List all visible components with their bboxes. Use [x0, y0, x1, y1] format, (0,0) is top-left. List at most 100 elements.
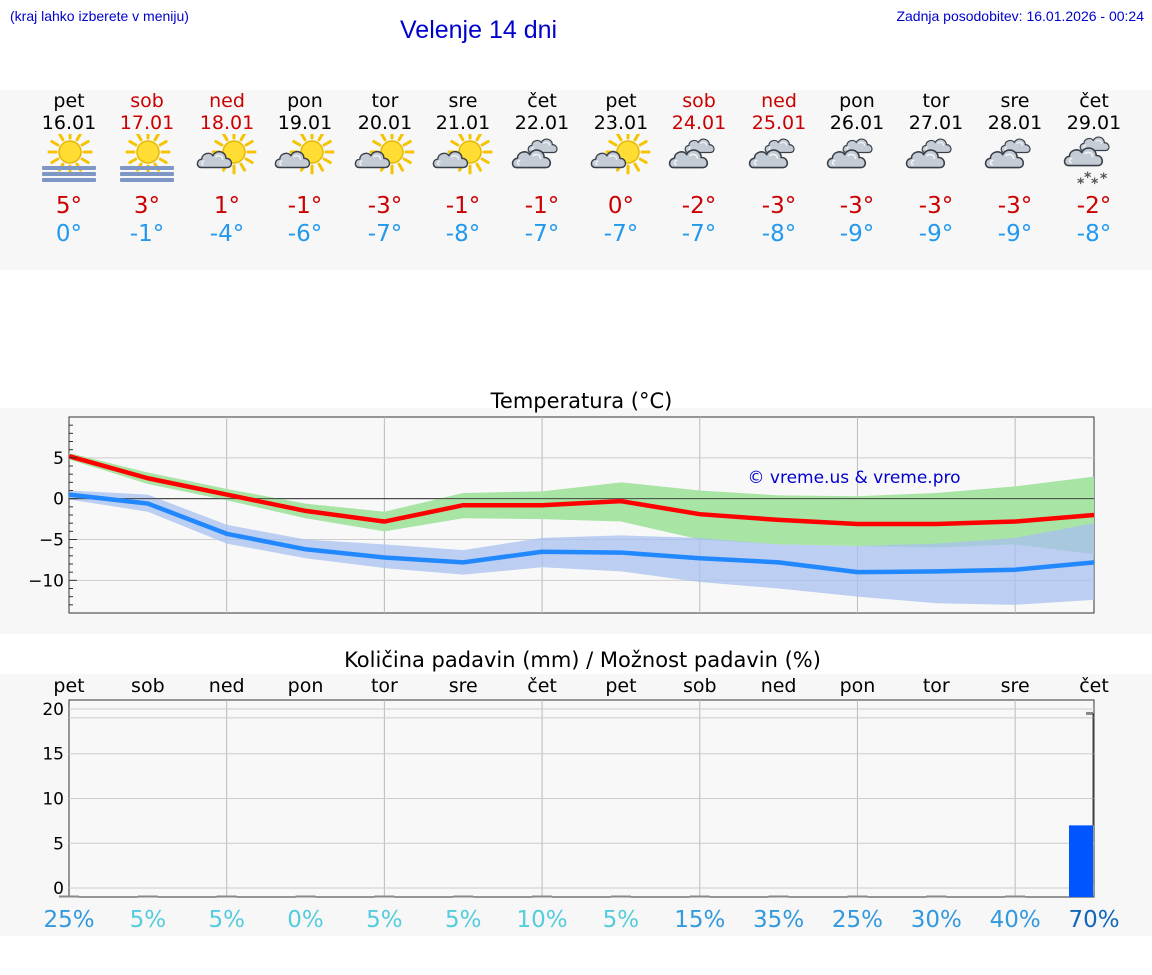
snowflake-icon: *	[1084, 170, 1092, 186]
min-temperature: -4°	[209, 221, 245, 247]
precip-probability: 5%	[603, 907, 640, 933]
precip-day-label: ned	[209, 675, 245, 697]
max-temperature: 5°	[55, 193, 83, 219]
day-name: tor	[922, 90, 950, 112]
max-temperature-line	[68, 454, 1095, 527]
precip-probability: 15%	[674, 907, 725, 933]
min-temperature: -7°	[367, 221, 403, 247]
day-column: tor 20.01 -3° -7°	[346, 90, 424, 248]
page-title: Velenje 14 dni	[400, 16, 558, 44]
min-temperature: 0°	[55, 221, 83, 247]
day-column: pon 19.01 -1° -6°	[266, 90, 344, 248]
day-column: pet 16.01 5° 0°	[30, 90, 108, 248]
min-temperature: -7°	[603, 221, 639, 247]
day-date: 19.01	[277, 112, 333, 134]
day-date: 24.01	[671, 112, 727, 134]
day-date: 18.01	[199, 112, 255, 134]
precip-day-label: ned	[761, 675, 797, 697]
cloud-shape	[748, 149, 789, 169]
precip-probability: 25%	[43, 907, 94, 933]
max-temperature: -2°	[1076, 193, 1112, 219]
day-date: 27.01	[908, 112, 964, 134]
precip-probability: 5%	[366, 907, 403, 933]
watermark: © vreme.us & vreme.pro	[747, 468, 960, 488]
day-name: sob	[682, 90, 716, 112]
day-column: ned 18.01 1° -4°	[188, 90, 266, 248]
max-temperature: 1°	[213, 193, 241, 219]
fog-line	[120, 166, 174, 170]
precip-day-label: sob	[131, 675, 165, 697]
snowflake-icon: *	[1091, 176, 1099, 188]
y-tick-label: 5	[53, 834, 64, 854]
cloudy-icon	[748, 138, 795, 169]
day-name: ned	[761, 90, 797, 112]
temperature-chart: Temperatura (°C) 5 0 −5 −10 © vreme.us & vrem…	[28, 389, 1095, 614]
day-column: sob 24.01 -2° -7°	[660, 90, 738, 248]
day-name: tor	[371, 90, 399, 112]
y-tick-label: 10	[42, 790, 64, 810]
day-name: pet	[53, 90, 85, 112]
day-column: čet 29.01 * * * * -2° -8°	[1055, 90, 1133, 248]
cloud-shape	[764, 138, 795, 154]
precip-probability: 10%	[517, 907, 568, 933]
day-column: sob 17.01 3° -1°	[108, 90, 186, 248]
partly-cloudy-icon	[274, 134, 335, 175]
min-temperature: -9°	[839, 221, 875, 247]
precip-probability: 5%	[445, 907, 482, 933]
min-temperature: -9°	[997, 221, 1033, 247]
y-tick-label: −5	[39, 531, 64, 551]
y-tick-label: 0	[53, 490, 64, 510]
day-column: sre 28.01 -3° -9°	[976, 90, 1054, 248]
day-name: čet	[527, 90, 557, 112]
day-date: 28.01	[987, 112, 1043, 134]
precip-day-label: tor	[371, 675, 398, 697]
precip-day-label: pon	[840, 675, 876, 697]
cloud-shape	[354, 150, 391, 169]
precipitation-chart: Količina padavin (mm) / Možnost padavin …	[42, 648, 1119, 933]
cloud-shape	[590, 150, 627, 169]
cloud-shape	[842, 138, 873, 154]
last-updated: Zadnja posodobitev: 16.01.2026 - 00:24	[896, 8, 1144, 24]
max-temperature: -1°	[445, 193, 481, 219]
cloud-shape	[826, 149, 867, 169]
max-temperature: -1°	[287, 193, 323, 219]
partly-cloudy-icon	[354, 134, 415, 175]
sun-shape	[47, 134, 93, 175]
day-name: pon	[839, 90, 875, 112]
day-column: ned 25.01 -3° -8°	[740, 90, 818, 248]
precip-day-label: sob	[683, 675, 717, 697]
fog-line	[42, 172, 96, 176]
day-name: sre	[448, 90, 478, 112]
cloud-shape	[905, 149, 946, 169]
max-temperature: -2°	[681, 193, 717, 219]
day-column: pet 23.01 0° -7°	[582, 90, 660, 248]
day-column: čet 22.01 -1° -7°	[503, 90, 581, 248]
max-temperature: -3°	[761, 193, 797, 219]
day-date: 26.01	[829, 112, 885, 134]
day-name: sre	[1000, 90, 1030, 112]
precip-probability: 70%	[1068, 907, 1119, 933]
min-temperature-line	[68, 492, 1095, 575]
precip-probability: 5%	[208, 907, 245, 933]
cloud-shape	[921, 138, 952, 154]
fog-line	[120, 172, 174, 176]
cloud-shape	[1079, 136, 1110, 152]
cloud-shape	[274, 150, 311, 169]
day-name: sob	[130, 90, 164, 112]
y-tick-label: 15	[42, 745, 64, 765]
max-temperature: -3°	[839, 193, 875, 219]
cloud-shape	[432, 150, 469, 169]
y-tick-label: −10	[28, 571, 64, 591]
min-temperature: -7°	[681, 221, 717, 247]
cloud-shape	[984, 149, 1025, 169]
max-temperature: -3°	[367, 193, 403, 219]
sun-shape	[289, 134, 335, 175]
max-temperature: 0°	[607, 193, 635, 219]
precip-day-label: čet	[527, 675, 557, 697]
min-temperature: -1°	[129, 221, 165, 247]
partly-cloudy-icon	[590, 134, 651, 175]
y-tick-label: 5	[53, 449, 64, 469]
max-temperature: 3°	[133, 193, 161, 219]
day-name: čet	[1079, 90, 1109, 112]
precip-day-label: sre	[449, 675, 478, 697]
